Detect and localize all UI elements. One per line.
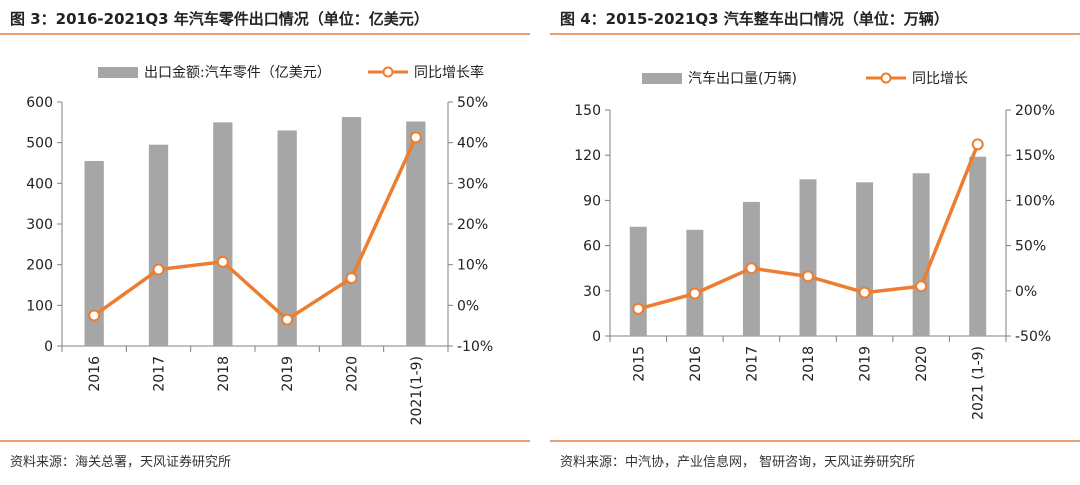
right-bar [969, 156, 987, 336]
right-bar [686, 229, 704, 336]
left-y-right-tick-label: 30% [457, 176, 488, 192]
left-bar [148, 144, 169, 346]
left-source-rule [0, 440, 530, 442]
right-y-left-tick-label: 120 [574, 148, 601, 164]
left-growth-point [345, 272, 358, 285]
left-x-tick-label: 2019 [280, 356, 296, 392]
left-legend-line-marker [382, 66, 394, 78]
right-x-tick-label: 2017 [744, 346, 760, 382]
left-y-left-tick-label: 0 [44, 339, 53, 355]
left-x-tick-label: 2018 [216, 356, 232, 392]
left-figure-title: 图 3：2016-2021Q3 年汽车零件出口情况（单位：亿美元） [10, 10, 429, 28]
left-y-right-tick-label: 50% [457, 95, 488, 111]
right-legend-bar-label: 汽车出口量(万辆) [688, 70, 797, 87]
right-y-left-tick-label: 150 [574, 103, 601, 119]
right-legend-line-label: 同比增长 [912, 71, 968, 87]
left-bar [406, 121, 426, 347]
right-x-tick-label: 2016 [688, 346, 704, 382]
left-bar [277, 130, 297, 346]
left-figure-panel: 图 3：2016-2021Q3 年汽车零件出口情况（单位：亿美元） 出口金额:汽… [0, 0, 530, 485]
right-bar [856, 182, 874, 336]
left-y-left-tick-label: 400 [26, 176, 53, 192]
left-source-note: 资料来源：海关总署，天风证券研究所 [10, 455, 232, 470]
left-bar [341, 117, 362, 347]
left-y-left-tick-label: 300 [26, 217, 53, 233]
left-growth-point [88, 309, 101, 322]
left-legend-line-label: 同比增长率 [414, 64, 484, 81]
right-growth-point [858, 286, 871, 299]
right-y-left-tick-label: 30 [583, 284, 601, 300]
right-y-right-tick-label: 50% [1015, 239, 1046, 255]
right-y-left-tick-label: 90 [583, 193, 601, 209]
left-growth-line [93, 136, 418, 322]
left-y-left-tick-label: 200 [26, 258, 53, 274]
left-y-left-tick-label: 500 [26, 136, 53, 152]
left-bar [84, 160, 104, 346]
left-title-rule [0, 33, 530, 35]
right-figure-title: 图 4：2015-2021Q3 汽车整车出口情况（单位：万辆） [560, 10, 949, 28]
left-chart: 出口金额:汽车零件（亿美元） 同比增长率 0 100 200 300 400 500 600 -1… [26, 64, 493, 425]
left-y-left-tick-label: 600 [26, 95, 53, 111]
left-bar [213, 122, 233, 346]
left-x-tick-label: 2020 [345, 356, 361, 392]
left-growth-point [216, 255, 229, 268]
right-y-right-tick-label: -50% [1015, 329, 1051, 345]
right-title-rule [550, 33, 1080, 35]
left-x-tick-label: 2017 [152, 356, 168, 392]
left-y-right-tick-label: 40% [457, 136, 488, 152]
right-x-tick-label: 2019 [858, 346, 874, 382]
right-y-left-tick-label: 0 [592, 329, 601, 345]
right-x-tick-label: 2015 [631, 346, 647, 382]
right-bar [799, 179, 817, 336]
left-growth-point [409, 131, 422, 144]
right-figure-panel: 图 4：2015-2021Q3 汽车整车出口情况（单位：万辆） 汽车出口量(万辆… [550, 0, 1080, 485]
left-x-tick-label: 2016 [87, 356, 103, 392]
left-y-right-tick-label: 10% [457, 258, 488, 274]
right-y-right-tick-label: 100% [1015, 193, 1055, 209]
right-source-note: 资料来源：中汽协，产业信息网， 智研咨询，天风证券研究所 [560, 455, 916, 470]
right-growth-point [802, 270, 814, 283]
right-y-right-tick-label: 0% [1015, 284, 1037, 300]
left-y-left-tick-label: 100 [26, 298, 53, 314]
right-growth-point [915, 280, 928, 293]
right-bar [629, 226, 647, 336]
left-legend-bar-swatch [98, 67, 138, 78]
right-growth-point [745, 262, 758, 275]
left-y-right-tick-label: 20% [457, 217, 488, 233]
right-legend-bar-swatch [642, 73, 682, 84]
right-y-right-tick-label: 200% [1015, 103, 1055, 119]
right-growth-point [971, 138, 984, 151]
right-growth-point [632, 302, 645, 315]
left-x-tick-label: 2021(1-9) [409, 356, 425, 425]
right-legend-line-marker [880, 72, 892, 84]
left-growth-point [152, 263, 165, 276]
right-x-tick-label: 2020 [914, 346, 930, 382]
right-x-tick-label: 2018 [801, 346, 817, 382]
left-legend-bar-label: 出口金额:汽车零件（亿美元） [144, 64, 331, 81]
left-y-right-tick-label: 0% [457, 298, 479, 314]
left-y-right-tick-label: -10% [457, 339, 493, 355]
right-growth-point [688, 287, 701, 300]
left-growth-point [281, 313, 294, 326]
right-chart: 汽车出口量(万辆) 同比增长 0 30 60 90 120 150 -50% 0% 50% 100% 1… [574, 70, 1055, 420]
right-bar [912, 173, 930, 336]
right-source-rule [550, 440, 1080, 442]
right-x-tick-label: 2021 (1-9) [971, 346, 987, 420]
right-y-left-tick-label: 60 [583, 239, 601, 255]
right-y-right-tick-label: 150% [1015, 148, 1055, 164]
